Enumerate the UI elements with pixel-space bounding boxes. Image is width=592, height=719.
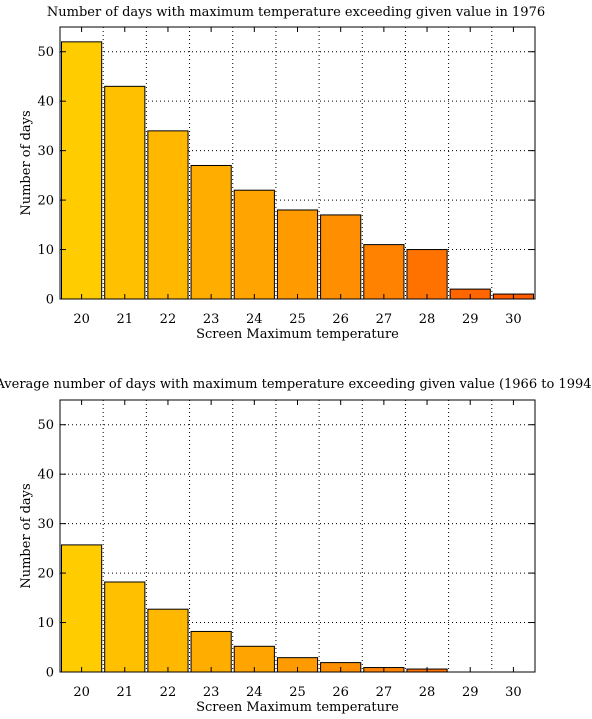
chart-average-x-tick-label: 27 xyxy=(376,685,393,700)
chart-1976-x-label: Screen Maximum temperature xyxy=(196,327,399,342)
chart-1976-x-tick-label: 29 xyxy=(462,312,479,327)
chart-1976-x-tick-label: 26 xyxy=(332,312,349,327)
chart-average-y-ticks: 0 10 20 30 40 50 xyxy=(37,418,535,681)
chart-average-y-tick-label: 30 xyxy=(37,517,54,532)
chart-1976-x-tick-label: 21 xyxy=(116,312,133,327)
chart-average-bars xyxy=(61,544,448,673)
chart-1976-y-tick-label: 30 xyxy=(37,144,54,159)
chart-average-x-ticks: 20 21 22 23 24 25 26 27 28 29 30 xyxy=(73,400,522,700)
chart-average-x-tick-label: 21 xyxy=(116,685,133,700)
chart-1976-x-tick-label: 25 xyxy=(289,312,306,327)
chart-average-y-tick-label: 40 xyxy=(37,468,54,483)
chart-1976-x-tick-label: 24 xyxy=(246,312,263,327)
chart-average-bar-23 xyxy=(190,630,232,673)
chart-1976-x-ticks: 20 21 22 23 24 25 26 27 28 29 30 xyxy=(73,27,522,327)
chart-average-bar-20 xyxy=(61,544,103,673)
chart-1976-x-tick-label: 22 xyxy=(160,312,177,327)
chart-1976-bar-21 xyxy=(104,85,146,300)
chart-average-x-tick-label: 20 xyxy=(73,685,90,700)
chart-1976-y-ticks: 0 10 20 30 40 50 xyxy=(37,45,535,308)
chart-1976-bar-24 xyxy=(233,189,275,300)
chart-1976-y-tick-label: 20 xyxy=(37,194,54,209)
chart-average-x-tick-label: 23 xyxy=(203,685,220,700)
chart-average-x-tick-label: 24 xyxy=(246,685,263,700)
chart-average-x-tick-label: 29 xyxy=(462,685,479,700)
chart-average-x-tick-label: 25 xyxy=(289,685,306,700)
chart-average-grid xyxy=(60,400,535,672)
chart-1976-y-tick-label: 40 xyxy=(37,95,54,110)
chart-average-x-tick-label: 22 xyxy=(160,685,177,700)
chart-1976-x-tick-label: 28 xyxy=(419,312,436,327)
chart-1976-x-tick-label: 30 xyxy=(505,312,522,327)
chart-1976-y-tick-label: 0 xyxy=(46,293,54,308)
chart-average-y-tick-label: 10 xyxy=(37,616,54,631)
chart-1976-bars xyxy=(61,41,534,300)
chart-average-bar-22 xyxy=(147,608,189,673)
chart-1976-bar-20 xyxy=(61,41,103,300)
chart-1976-y-tick-label: 50 xyxy=(37,45,54,60)
chart-1976-bar-26 xyxy=(320,214,362,300)
chart-1976-x-tick-label: 27 xyxy=(376,312,393,327)
chart-1976-x-tick-label: 20 xyxy=(73,312,90,327)
chart-average-x-tick-label: 26 xyxy=(332,685,349,700)
chart-1976-x-tick-label: 23 xyxy=(203,312,220,327)
chart-1976-bar-25 xyxy=(276,209,319,300)
chart-average-x-label: Screen Maximum temperature xyxy=(196,700,399,715)
chart-average-x-tick-label: 28 xyxy=(419,685,436,700)
chart-1976-y-label: Number of days xyxy=(19,110,34,215)
chart-1976: Number of days with maximum temperature … xyxy=(19,5,545,342)
chart-1976-bar-27 xyxy=(363,244,405,300)
chart-1976-bar-28 xyxy=(406,249,448,300)
chart-1976-bar-23 xyxy=(190,164,232,300)
chart-1976-title: Number of days with maximum temperature … xyxy=(47,5,545,20)
chart-average: Average number of days with maximum temp… xyxy=(0,377,592,715)
chart-average-bar-21 xyxy=(104,581,146,673)
chart-1976-bar-22 xyxy=(147,130,189,300)
chart-average-y-label: Number of days xyxy=(19,483,34,588)
chart-1976-grid xyxy=(60,27,535,299)
chart-average-x-tick-label: 30 xyxy=(505,685,522,700)
chart-average-title: Average number of days with maximum temp… xyxy=(0,377,592,392)
chart-average-y-tick-label: 20 xyxy=(37,567,54,582)
chart-average-y-tick-label: 50 xyxy=(37,418,54,433)
chart-1976-y-tick-label: 10 xyxy=(37,243,54,258)
chart-average-y-tick-label: 0 xyxy=(46,666,54,681)
